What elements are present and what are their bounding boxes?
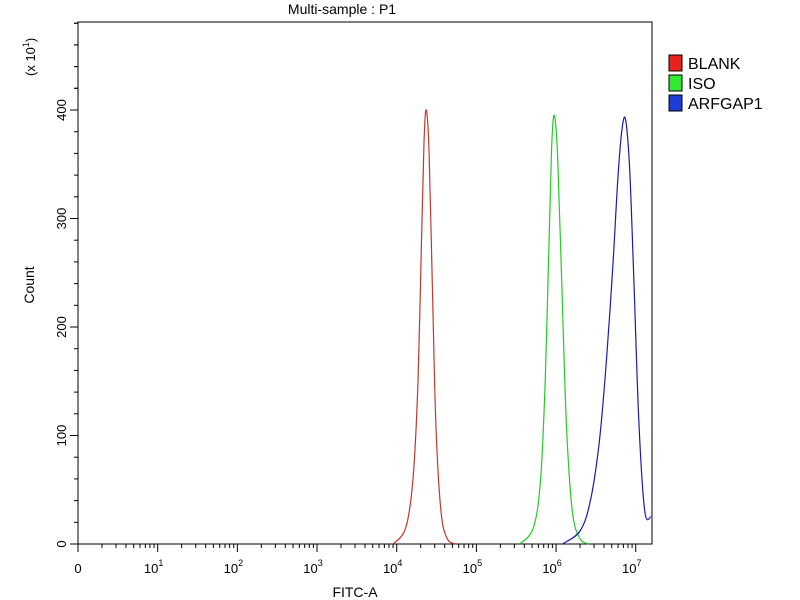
y-multiplier-prefix: (x 10 [23, 47, 38, 76]
x-tick-base: 10 [224, 561, 238, 576]
x-tick-exponent: 6 [557, 558, 562, 568]
y-tick-label: 300 [54, 208, 69, 230]
x-tick-base: 10 [542, 561, 556, 576]
plot-frame [77, 21, 653, 545]
y-axis-label: Count [21, 266, 37, 303]
x-tick-label: 105 [463, 558, 482, 576]
x-tick-base: 10 [144, 561, 158, 576]
x-tick-label: 103 [303, 558, 322, 576]
y-tick-label: 400 [54, 99, 69, 121]
y-multiplier-label: (x 101) [21, 38, 38, 76]
x-tick-base: 10 [622, 561, 636, 576]
legend-label-blank: BLANK [688, 56, 741, 73]
y-tick-label: 200 [54, 316, 69, 338]
series-line-blank [392, 109, 457, 545]
x-tick-exponent: 2 [238, 558, 243, 568]
x-tick-exponent: 5 [477, 558, 482, 568]
x-tick-label: 0 [74, 561, 81, 576]
x-tick-label: 102 [224, 558, 243, 576]
x-tick-base: 0 [74, 561, 81, 576]
legend-swatch-arfgap1 [668, 94, 683, 112]
histogram-curves [392, 109, 652, 545]
legend-swatch-blank [668, 54, 683, 72]
x-tick-exponent: 3 [318, 558, 323, 568]
x-tick-exponent: 7 [636, 558, 641, 568]
legend-label-iso: ISO [688, 76, 716, 93]
x-tick-label: 104 [383, 558, 402, 576]
legend-label-arfgap1: ARFGAP1 [688, 96, 763, 113]
y-tick-label: 0 [54, 540, 69, 547]
y-tick-label: 100 [54, 425, 69, 447]
x-tick-label: 107 [622, 558, 641, 576]
y-multiplier-exponent: 1 [21, 42, 31, 47]
x-tick-exponent: 1 [158, 558, 163, 568]
x-tick-base: 10 [303, 561, 317, 576]
legend-swatch-iso [668, 74, 683, 92]
x-tick-exponent: 4 [397, 558, 402, 568]
series-line-arfgap1 [562, 116, 652, 545]
x-axis-label: FITC-A [332, 584, 378, 600]
x-tick-label: 106 [542, 558, 561, 576]
legend: BLANK ISO ARFGAP1 [668, 54, 763, 113]
y-multiplier-close: ) [23, 38, 38, 42]
y-axis-ticks: 0 100 200 300 400 [54, 22, 78, 548]
x-tick-base: 10 [383, 561, 397, 576]
x-tick-base: 10 [463, 561, 477, 576]
chart-title: Multi-sample : P1 [288, 1, 396, 17]
series-line-iso [519, 114, 590, 545]
x-tick-label: 101 [144, 558, 163, 576]
x-axis-ticks: 0 101 102 103 104 105 106 107 [74, 544, 641, 576]
